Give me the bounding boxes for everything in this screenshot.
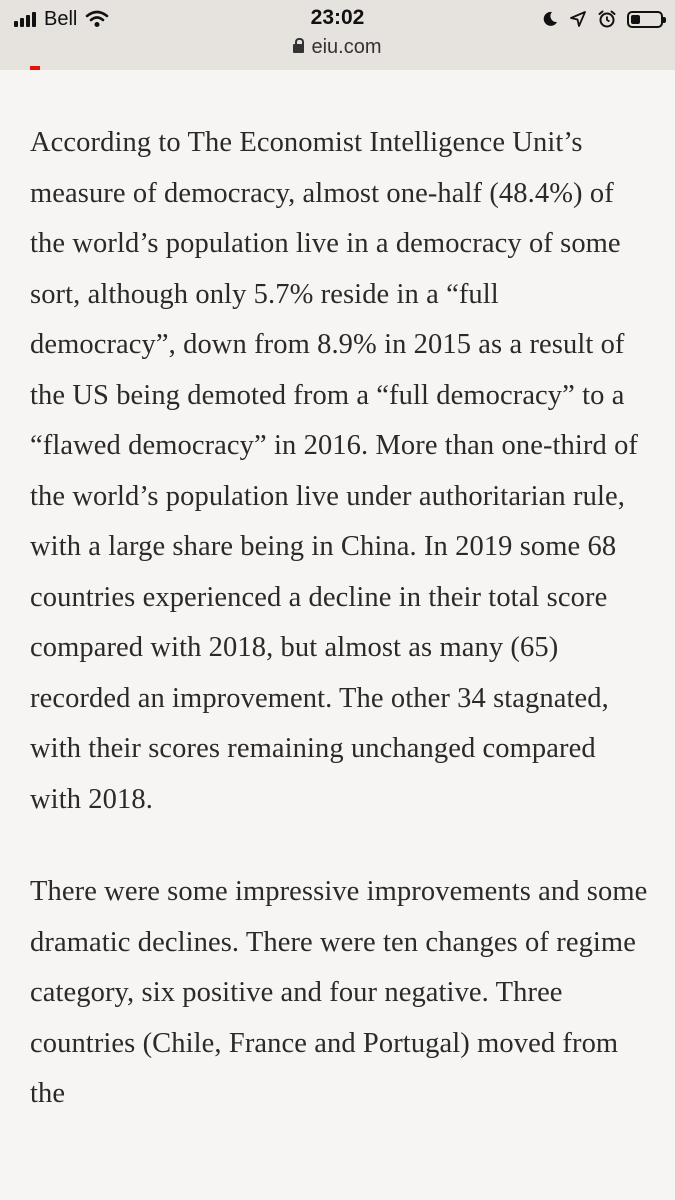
article-body: According to The Economist Intelligence … <box>30 118 650 1120</box>
status-left: Bell <box>14 6 109 32</box>
article-paragraph: There were some impressive improvements … <box>30 876 648 1109</box>
article-paragraph: According to The Economist Intelligence … <box>30 127 639 815</box>
clock-time: 23:02 <box>310 6 365 29</box>
battery-icon <box>627 10 666 28</box>
moon-icon <box>543 11 557 26</box>
lock-icon <box>293 38 305 53</box>
signal-icon <box>14 11 36 27</box>
carrier-label: Bell <box>44 7 78 30</box>
alarm-icon <box>598 10 616 28</box>
url-text: eiu.com <box>311 36 382 58</box>
accent-mark <box>30 66 40 70</box>
address-bar[interactable]: eiu.com <box>0 36 675 59</box>
status-right <box>541 6 666 32</box>
wifi-icon <box>86 10 109 27</box>
location-icon <box>570 11 586 27</box>
status-bar: Bell 23:02 eiu.com <box>0 0 675 70</box>
